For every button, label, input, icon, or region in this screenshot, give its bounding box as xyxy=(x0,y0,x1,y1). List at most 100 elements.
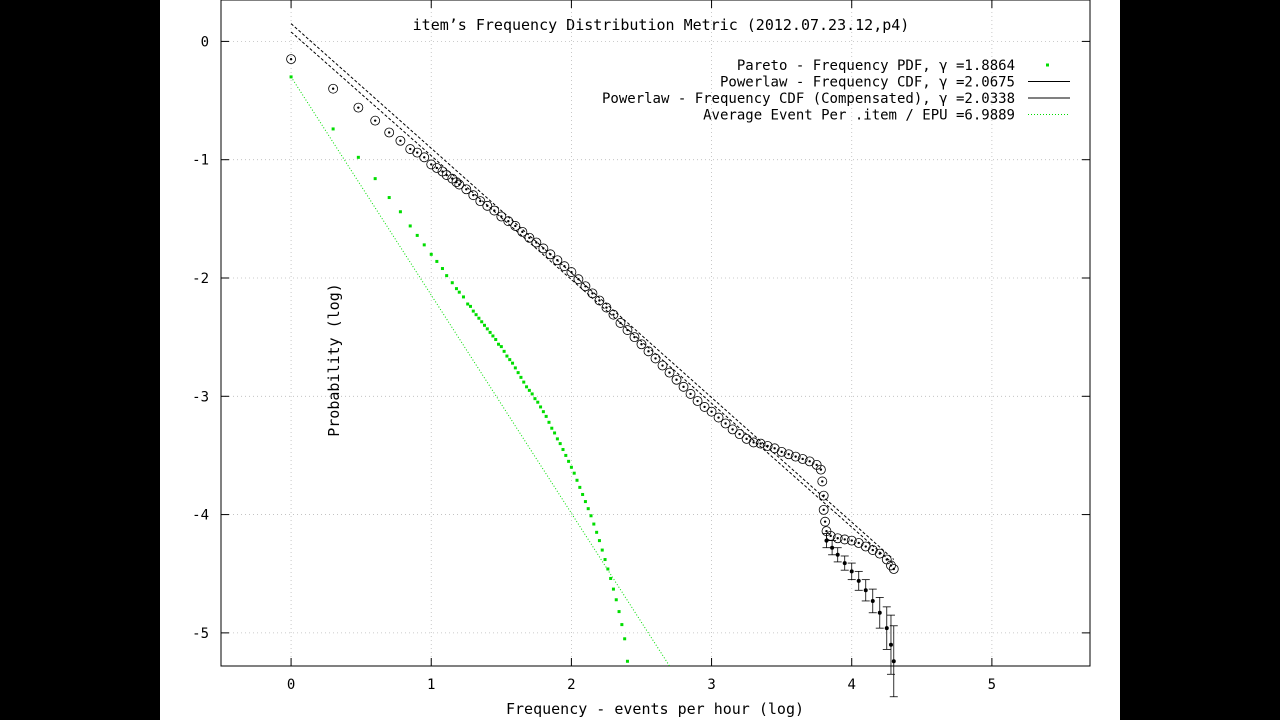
pdf-point xyxy=(544,414,548,418)
cdf-point-center xyxy=(387,131,391,134)
cdf-point xyxy=(412,147,423,158)
cdf-point-center xyxy=(823,520,827,523)
cdf-point-center xyxy=(696,399,699,403)
pdf-point xyxy=(429,252,433,256)
cdf-point-center xyxy=(871,548,874,552)
legend-swatch-point xyxy=(1046,63,1049,67)
cdf-point xyxy=(874,548,885,559)
pdf-point xyxy=(558,442,562,446)
cdf-point-center xyxy=(399,139,402,142)
pdf-point xyxy=(541,410,545,414)
cdf-point xyxy=(727,424,738,435)
cdf-point-center xyxy=(493,209,496,212)
pdf-point xyxy=(477,316,481,320)
pdf-point xyxy=(471,309,475,313)
tail-point xyxy=(863,588,868,593)
cdf-point-center xyxy=(647,350,650,353)
cdf-point-center xyxy=(766,444,769,448)
cdf-point-center xyxy=(759,442,762,445)
cdf-point-center xyxy=(640,343,643,346)
chart-title: item’s Frequency Distribution Metric (20… xyxy=(413,16,910,34)
pdf-point xyxy=(586,507,590,511)
chart-figure: item’s Frequency Distribution Metric (20… xyxy=(160,0,1120,720)
y-tick-label: -4 xyxy=(192,508,209,524)
x-tick-label: 1 xyxy=(427,677,435,693)
cdf-point-center xyxy=(682,385,685,389)
cdf-point xyxy=(601,302,612,313)
cdf-point-center xyxy=(819,468,823,471)
pdf-point xyxy=(502,349,506,353)
cdf-point-center xyxy=(815,463,818,467)
cdf-point xyxy=(395,135,406,146)
cdf-point-center xyxy=(857,541,860,545)
cdf-point xyxy=(888,564,899,574)
cdf-point-center xyxy=(710,410,713,413)
cdf-point xyxy=(559,261,570,272)
pdf-point xyxy=(491,334,495,338)
pdf-point xyxy=(525,385,529,389)
cdf-point-center xyxy=(780,450,783,454)
pdf-point xyxy=(539,405,543,409)
pdf-point xyxy=(581,492,585,496)
powerlaw-fit-line xyxy=(290,23,895,560)
cdf-point xyxy=(713,412,724,423)
pdf-point xyxy=(564,453,568,457)
pdf-point xyxy=(480,320,484,324)
cdf-point xyxy=(524,232,535,243)
cdf-point-center xyxy=(825,529,828,533)
pdf-point xyxy=(614,598,618,602)
pdf-point xyxy=(569,465,573,469)
cdf-point-center xyxy=(892,567,895,571)
cdf-point xyxy=(755,438,766,449)
cdf-point xyxy=(370,115,381,126)
cdf-point xyxy=(419,152,430,163)
pdf-point xyxy=(603,558,607,562)
cdf-point xyxy=(629,332,640,343)
y-tick-label: -5 xyxy=(192,626,209,642)
pdf-point xyxy=(497,342,501,346)
pdf-point xyxy=(468,304,472,308)
cdf-point-center xyxy=(500,215,503,218)
pdf-point xyxy=(516,371,520,375)
cdf-point-center xyxy=(689,392,692,396)
legend-label: Powerlaw - Frequency CDF (Compensated), … xyxy=(602,91,1015,107)
cdf-point-center xyxy=(479,199,482,203)
cdf-point xyxy=(643,346,654,357)
epu-line xyxy=(290,76,670,667)
pdf-point xyxy=(398,210,402,214)
cdf-point xyxy=(517,226,528,237)
legend: Pareto - Frequency PDF, γ =1.8864Powerla… xyxy=(602,58,1070,124)
cdf-point-center xyxy=(836,537,839,540)
y-tick-label: -1 xyxy=(192,153,209,169)
pdf-point xyxy=(555,437,559,441)
cdf-point-center xyxy=(668,371,671,374)
pdf-point xyxy=(600,548,604,552)
y-axis-label: Probability (log) xyxy=(325,283,343,437)
pdf-point xyxy=(519,375,523,379)
cdf-point-center xyxy=(850,539,853,542)
cdf-point-center xyxy=(654,357,657,360)
cdf-point xyxy=(353,102,364,113)
pdf-point xyxy=(373,177,377,181)
pdf-point xyxy=(488,330,492,334)
pdf-point xyxy=(536,400,540,404)
cdf-point xyxy=(482,200,493,211)
cdf-point xyxy=(720,418,731,429)
pdf-point xyxy=(331,127,335,131)
cdf-point-center xyxy=(864,545,867,548)
cdf-point xyxy=(608,309,619,320)
cdf-point-center xyxy=(878,552,881,555)
cdf-point xyxy=(566,267,577,277)
pdf-point xyxy=(553,431,557,435)
cdf-point-center xyxy=(472,193,475,197)
cdf-point-center xyxy=(591,292,594,295)
cdf-point-center xyxy=(717,416,720,419)
x-tick-label: 5 xyxy=(988,677,996,693)
cdf-point xyxy=(636,339,647,350)
cdf-point-center xyxy=(357,106,360,109)
cdf-point xyxy=(706,406,717,417)
cdf-point-center xyxy=(584,285,587,288)
cdf-point xyxy=(496,211,507,222)
cdf-point xyxy=(580,281,591,292)
cdf-point-center xyxy=(801,457,804,461)
